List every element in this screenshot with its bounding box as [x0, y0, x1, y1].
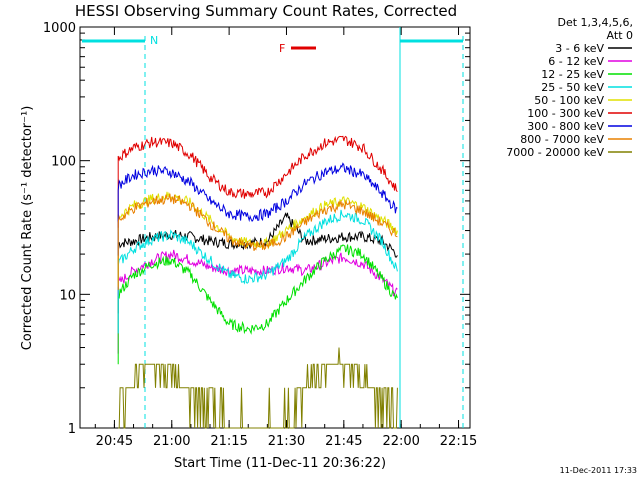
series-line-6	[117, 162, 398, 256]
x-axis: 20:45 21:00 21:15 21:30 21:45 22:00 22:15	[94, 27, 477, 449]
legend-entry-label: 6 - 12 keV	[548, 55, 604, 68]
series-line-1	[117, 249, 398, 354]
legend-entry-label: 3 - 6 keV	[555, 42, 604, 55]
y-tick-label: 1	[68, 422, 76, 437]
x-tick-label: 21:15	[210, 434, 247, 449]
series-line-2	[117, 244, 398, 365]
series-line-5	[117, 135, 398, 228]
y-axis: 1 10 100 1000	[43, 21, 470, 437]
series-line-8	[118, 347, 398, 429]
x-axis-label: Start Time (11-Dec-11 20:36:22)	[174, 456, 386, 471]
legend-header: Att 0	[607, 29, 633, 42]
x-tick-label: 21:00	[153, 434, 190, 449]
flare-flag-label: F	[279, 42, 285, 55]
orbit-markers: NF	[82, 27, 464, 428]
x-tick-label: 20:45	[96, 434, 133, 449]
legend-entry-label: 800 - 7000 keV	[520, 133, 604, 146]
legend-entry-label: 7000 - 20000 keV	[506, 146, 604, 159]
legend-entry-label: 25 - 50 keV	[541, 81, 604, 94]
x-tick-label: 22:00	[382, 434, 419, 449]
x-tick-label: 22:15	[440, 434, 477, 449]
series-line-3	[117, 209, 398, 334]
series-layer	[117, 135, 398, 429]
chart-title: HESSI Observing Summary Count Rates, Cor…	[75, 2, 457, 20]
legend-entry-label: 300 - 800 keV	[527, 120, 604, 133]
legend-entry-label: 12 - 25 keV	[541, 68, 604, 81]
series-line-7	[117, 193, 398, 290]
legend-entry-label: 100 - 300 keV	[527, 107, 604, 120]
x-tick-label: 21:45	[325, 434, 362, 449]
y-axis-label: Corrected Count Rate (s⁻¹ detector⁻¹)	[20, 106, 35, 351]
legend-entry-label: 50 - 100 keV	[534, 94, 604, 107]
y-tick-label: 1000	[43, 21, 76, 36]
plot-frame	[79, 26, 471, 429]
x-tick-label: 21:30	[268, 434, 305, 449]
night-label: N	[150, 34, 158, 47]
y-tick-label: 100	[51, 155, 76, 170]
footer-date: 11-Dec-2011 17:33	[560, 466, 637, 475]
y-tick-label: 10	[59, 288, 76, 303]
legend-header: Det 1,3,4,5,6,	[557, 16, 633, 29]
